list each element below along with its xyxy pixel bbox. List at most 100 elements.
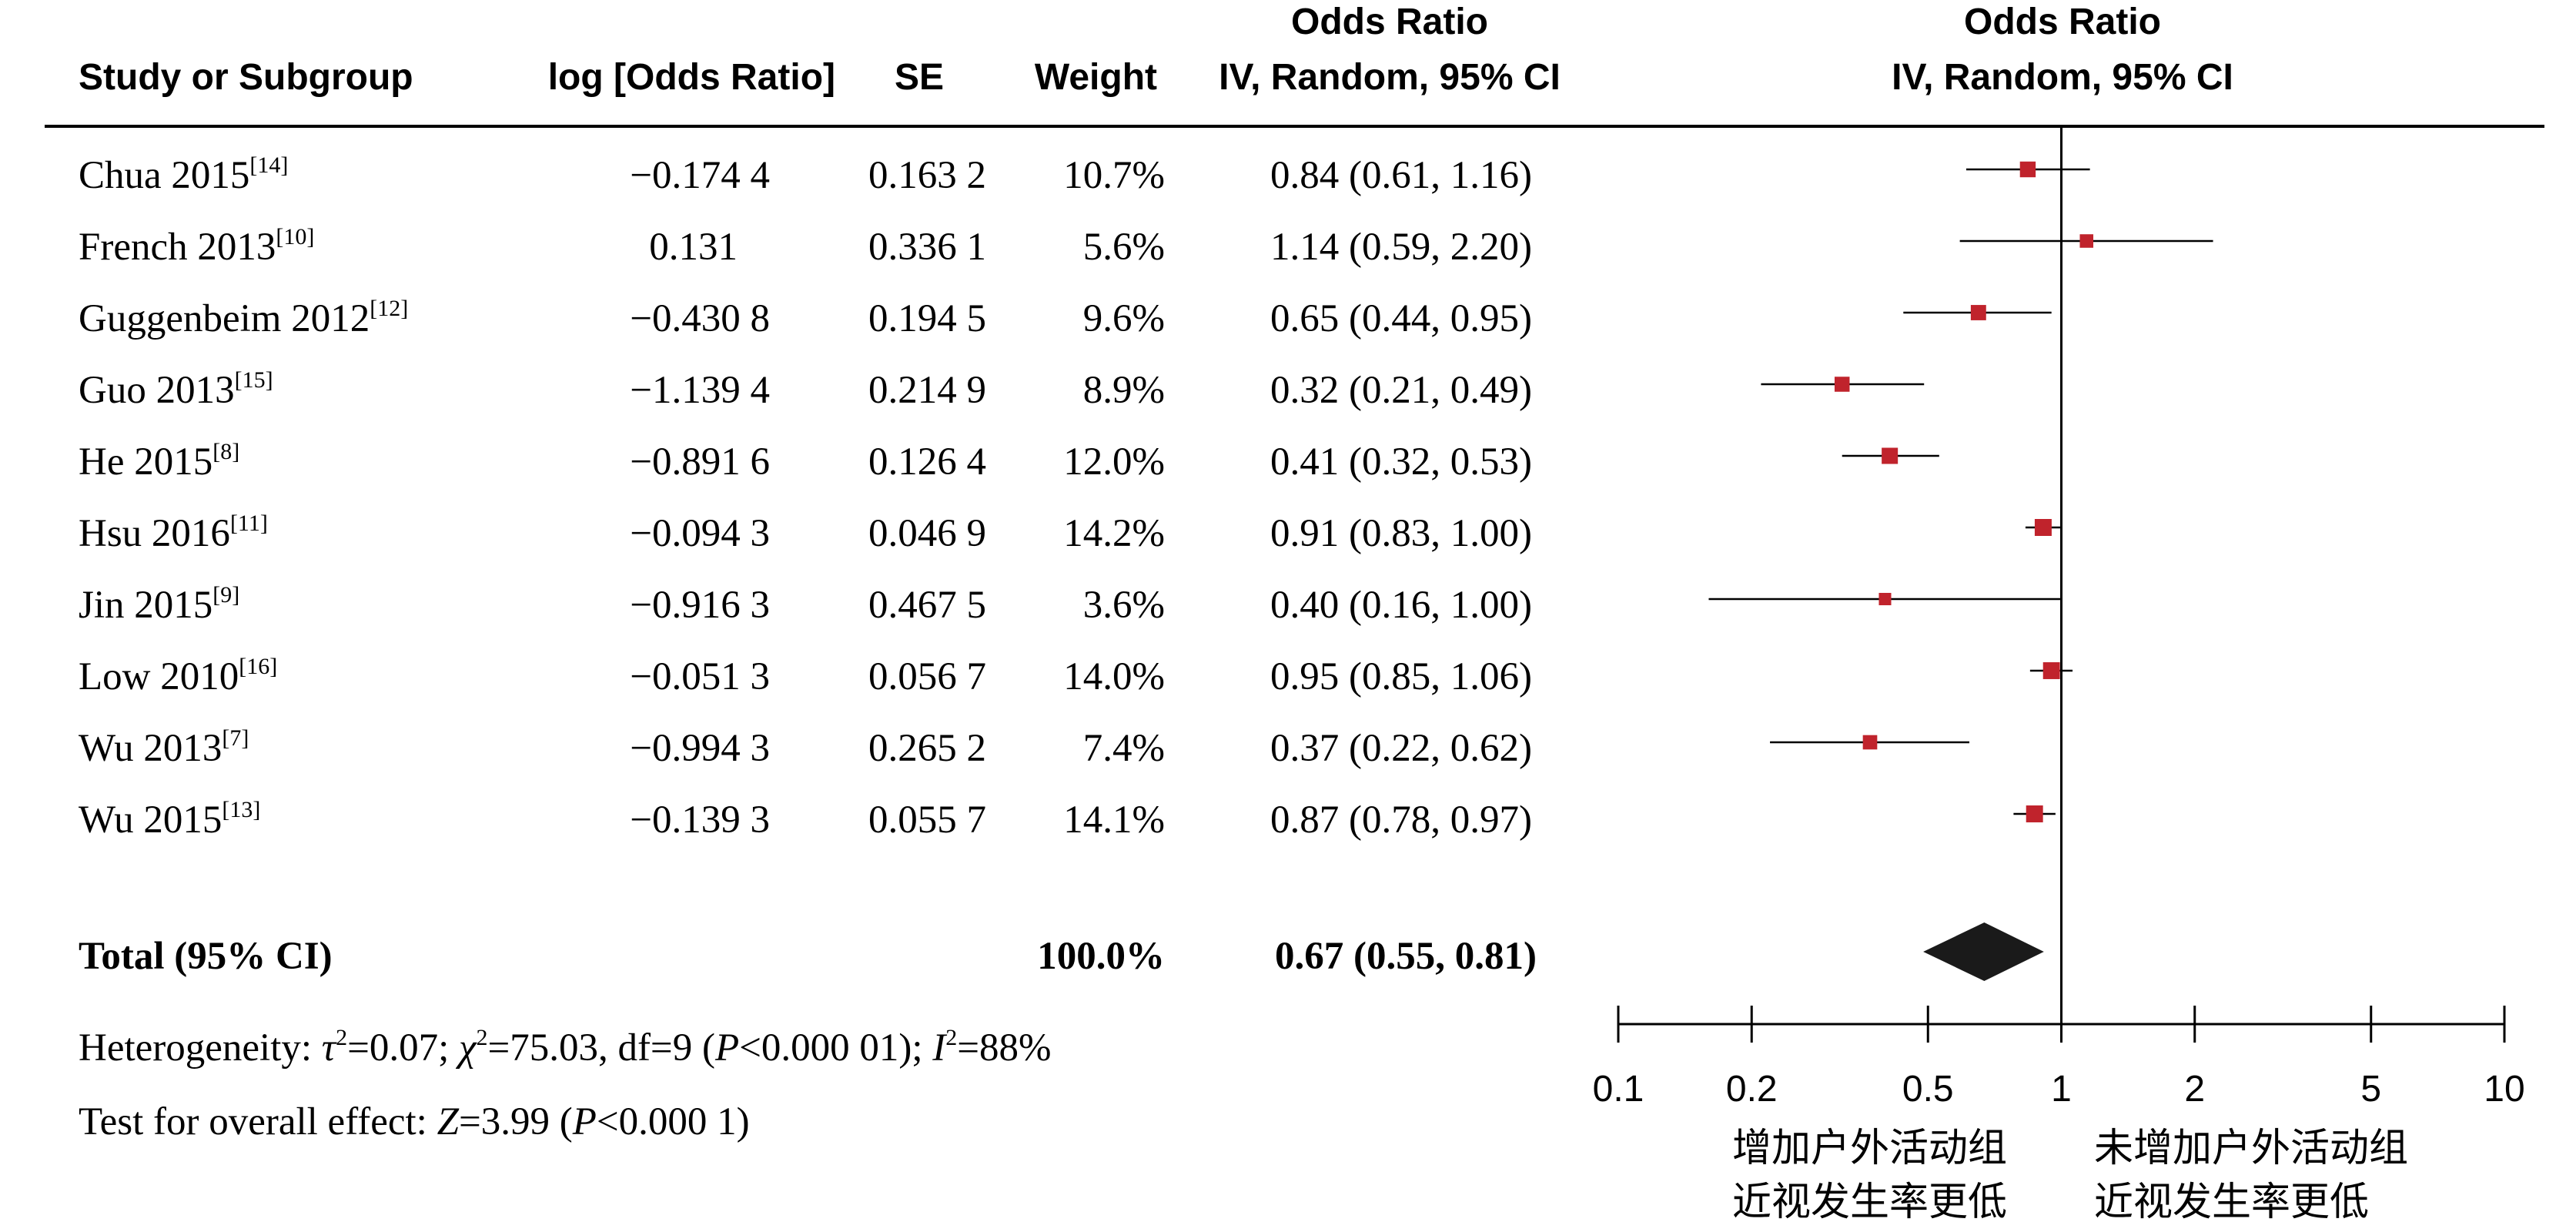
table-header: Study or Subgroup log [Odds Ratio] SE We… bbox=[79, 2, 2233, 98]
x-tick-label: 0.2 bbox=[1726, 1069, 1778, 1110]
study-log-or: −1.139 4 bbox=[630, 369, 770, 412]
header-se: SE bbox=[895, 57, 944, 98]
study-ci: 0.41 (0.32, 0.53) bbox=[1270, 440, 1532, 484]
study-name: Wu 2013[7] bbox=[79, 725, 249, 770]
study-name: Guo 2013[15] bbox=[79, 367, 273, 412]
effect-marker bbox=[2034, 519, 2052, 536]
x-tick-label: 2 bbox=[2184, 1069, 2205, 1110]
study-se: 0.336 1 bbox=[868, 226, 986, 269]
effect-marker bbox=[2019, 161, 2036, 178]
study-log-or: −0.051 3 bbox=[630, 655, 770, 698]
study-ci: 1.14 (0.59, 2.20) bbox=[1270, 226, 1532, 269]
header-log-or: log [Odds Ratio] bbox=[548, 57, 835, 98]
favours-left-line2: 近视发生率更低 bbox=[1732, 1180, 2007, 1222]
table-row: He 2015[8] −0.891 6 0.126 4 12.0% 0.41 (0.32… bbox=[79, 439, 1532, 484]
study-weight: 10.7% bbox=[1063, 154, 1165, 197]
study-ci: 0.87 (0.78, 0.97) bbox=[1270, 798, 1532, 842]
study-ci: 0.37 (0.22, 0.62) bbox=[1270, 727, 1532, 770]
effect-marker bbox=[1970, 305, 1986, 320]
study-log-or: 0.131 bbox=[649, 226, 738, 269]
effect-marker bbox=[2079, 234, 2094, 248]
effect-marker bbox=[2042, 662, 2060, 679]
study-weight: 14.2% bbox=[1063, 512, 1165, 555]
table-row: Hsu 2016[11] −0.094 3 0.046 9 14.2% 0.91 (0.… bbox=[79, 511, 1532, 555]
overall-effect-text: Test for overall effect: Z=3.99 (P<0.000… bbox=[79, 1100, 750, 1143]
study-ci: 0.84 (0.61, 1.16) bbox=[1270, 154, 1532, 197]
study-log-or: −0.139 3 bbox=[630, 798, 770, 842]
study-ci: 0.40 (0.16, 1.00) bbox=[1270, 584, 1532, 627]
study-se: 0.163 2 bbox=[868, 154, 986, 197]
study-name: Chua 2015[14] bbox=[79, 152, 288, 197]
study-name: Low 2010[16] bbox=[79, 654, 277, 698]
study-name: Hsu 2016[11] bbox=[79, 511, 268, 555]
total-weight: 100.0% bbox=[1037, 935, 1165, 978]
study-weight: 3.6% bbox=[1083, 584, 1165, 627]
study-weight: 14.1% bbox=[1063, 798, 1165, 842]
favours-right-line2: 近视发生率更低 bbox=[2094, 1180, 2369, 1222]
favours-left: 增加户外活动组 近视发生率更低 bbox=[1732, 1126, 2007, 1222]
favours-right: 未增加户外活动组 近视发生率更低 bbox=[2094, 1126, 2408, 1222]
study-log-or: −0.430 8 bbox=[630, 297, 770, 340]
header-weight: Weight bbox=[1035, 57, 1157, 98]
study-weight: 8.9% bbox=[1083, 369, 1165, 412]
study-weight: 5.6% bbox=[1083, 226, 1165, 269]
total-row: Total (95% CI) 100.0% 0.67 (0.55, 0.81) bbox=[79, 935, 1537, 978]
x-tick-label: 0.1 bbox=[1593, 1069, 1644, 1110]
table-row: Low 2010[16] −0.051 3 0.056 7 14.0% 0.95 (0.… bbox=[79, 654, 1532, 698]
x-tick-label: 5 bbox=[2360, 1069, 2381, 1110]
study-weight: 9.6% bbox=[1083, 297, 1165, 340]
effect-marker bbox=[1834, 377, 1850, 392]
table-row: Chua 2015[14] −0.174 4 0.163 2 10.7% 0.84 (0… bbox=[79, 152, 1532, 197]
table-row: Wu 2013[7] −0.994 3 0.265 2 7.4% 0.37 (0.22,… bbox=[79, 725, 1532, 770]
study-weight: 14.0% bbox=[1063, 655, 1165, 698]
table-row: Guggenbeim 2012[12] −0.430 8 0.194 5 9.6% 0.… bbox=[79, 296, 1532, 340]
table-row: Jin 2015[9] −0.916 3 0.467 5 3.6% 0.40 (0.16… bbox=[79, 582, 1532, 627]
x-tick-label: 0.5 bbox=[1902, 1069, 1954, 1110]
study-name: Wu 2015[13] bbox=[79, 797, 260, 842]
study-se: 0.046 9 bbox=[868, 512, 986, 555]
table-row: Wu 2015[13] −0.139 3 0.055 7 14.1% 0.87 (0.7… bbox=[79, 797, 1532, 842]
table-row: French 2013[10] 0.131 0.336 1 5.6% 1.14 (0.5… bbox=[79, 224, 1532, 269]
study-ci: 0.65 (0.44, 0.95) bbox=[1270, 297, 1532, 340]
favours-right-line1: 未增加户外活动组 bbox=[2094, 1126, 2408, 1171]
study-log-or: −0.916 3 bbox=[630, 584, 770, 627]
effect-marker bbox=[1862, 735, 1878, 750]
study-ci: 0.32 (0.21, 0.49) bbox=[1270, 369, 1532, 412]
study-log-or: −0.994 3 bbox=[630, 727, 770, 770]
header-plot-method: IV, Random, 95% CI bbox=[1892, 57, 2233, 98]
plot-area: 0.1 0.2 0.5 1 2 5 10 bbox=[1593, 126, 2525, 1110]
study-se: 0.194 5 bbox=[868, 297, 986, 340]
favours-left-line1: 增加户外活动组 bbox=[1732, 1126, 2007, 1171]
header-study: Study or Subgroup bbox=[79, 57, 413, 98]
study-se: 0.214 9 bbox=[868, 369, 986, 412]
study-name: He 2015[8] bbox=[79, 439, 239, 484]
effect-marker bbox=[1878, 592, 1892, 606]
study-weight: 12.0% bbox=[1063, 440, 1165, 484]
study-log-or: −0.891 6 bbox=[630, 440, 770, 484]
study-rows: Chua 2015[14] −0.174 4 0.163 2 10.7% 0.84 (0… bbox=[79, 152, 1532, 842]
x-tick-label: 1 bbox=[2051, 1069, 2072, 1110]
header-plot-title: Odds Ratio bbox=[1964, 2, 2161, 42]
study-name: Jin 2015[9] bbox=[79, 582, 239, 627]
effect-marker bbox=[1882, 447, 1899, 464]
study-se: 0.265 2 bbox=[868, 727, 986, 770]
header-or-method: IV, Random, 95% CI bbox=[1219, 57, 1561, 98]
x-tick-label: 10 bbox=[2484, 1069, 2524, 1110]
study-se: 0.055 7 bbox=[868, 798, 986, 842]
table-row: Guo 2013[15] −1.139 4 0.214 9 8.9% 0.32 (0.2… bbox=[79, 367, 1532, 412]
effect-marker bbox=[2026, 805, 2043, 822]
header-or-title: Odds Ratio bbox=[1291, 2, 1488, 42]
study-se: 0.056 7 bbox=[868, 655, 986, 698]
study-ci: 0.91 (0.83, 1.00) bbox=[1270, 512, 1532, 555]
study-se: 0.467 5 bbox=[868, 584, 986, 627]
study-se: 0.126 4 bbox=[868, 440, 986, 484]
study-weight: 7.4% bbox=[1083, 727, 1165, 770]
heterogeneity-text: Heterogeneity: τ2=0.07; χ2=75.03, df=9 (… bbox=[79, 1025, 1052, 1070]
study-name: Guggenbeim 2012[12] bbox=[79, 296, 408, 340]
study-name: French 2013[10] bbox=[79, 224, 314, 269]
total-label: Total (95% CI) bbox=[79, 935, 333, 978]
total-ci: 0.67 (0.55, 0.81) bbox=[1275, 935, 1537, 978]
study-ci: 0.95 (0.85, 1.06) bbox=[1270, 655, 1532, 698]
pooled-diamond bbox=[1923, 922, 2044, 981]
